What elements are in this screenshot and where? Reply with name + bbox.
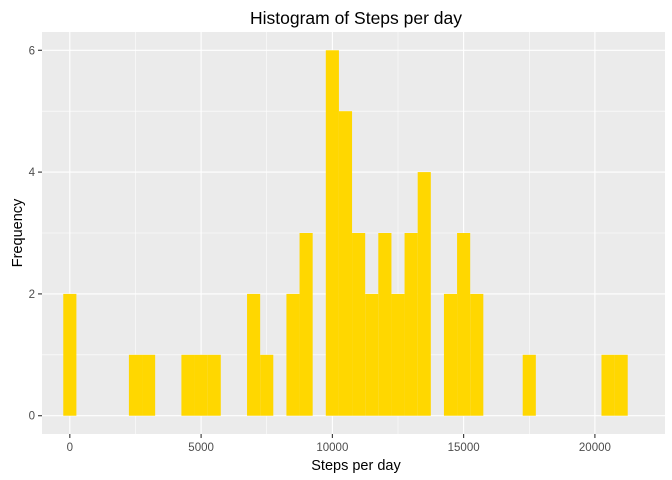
histogram-bar	[299, 233, 313, 416]
histogram-bar	[522, 354, 536, 416]
histogram-bar	[614, 354, 628, 416]
y-tick-label: 0	[29, 411, 35, 423]
histogram-bar	[286, 293, 300, 416]
x-axis-title: Steps per day	[311, 458, 401, 474]
histogram-bar	[443, 293, 458, 416]
histogram-bar	[404, 233, 418, 416]
histogram-bar	[457, 233, 471, 416]
histogram-bar	[325, 50, 339, 416]
histogram-bar	[391, 293, 405, 416]
histogram-bar	[142, 354, 156, 416]
histogram-bars	[63, 50, 628, 416]
histogram-bar	[601, 354, 615, 416]
x-tick-label: 0	[67, 442, 73, 454]
histogram-bar	[207, 354, 221, 416]
histogram-bar	[352, 233, 366, 416]
x-tick-label: 10000	[316, 442, 348, 454]
histogram-bar	[63, 293, 77, 416]
histogram-bar	[417, 172, 431, 416]
x-tick-label: 15000	[448, 442, 480, 454]
axis-ticks: 0 5000 10000 15000 20000 0 2 4 6	[29, 45, 611, 454]
x-tick-label: 5000	[188, 442, 214, 454]
histogram-bar	[338, 111, 353, 416]
x-tick-label: 20000	[579, 442, 611, 454]
histogram-bar	[181, 354, 195, 416]
histogram-bar	[128, 354, 143, 416]
y-tick-label: 2	[29, 289, 35, 301]
y-axis-title: Frequency	[10, 198, 26, 267]
histogram-bar	[260, 354, 274, 416]
chart-title: Histogram of Steps per day	[250, 8, 462, 28]
y-tick-label: 6	[29, 45, 35, 57]
histogram-bar	[365, 293, 379, 416]
histogram-bar	[247, 293, 261, 416]
histogram-bar	[470, 293, 484, 416]
histogram-bar	[194, 354, 208, 416]
histogram-bar	[378, 233, 392, 416]
y-tick-label: 4	[29, 167, 36, 179]
